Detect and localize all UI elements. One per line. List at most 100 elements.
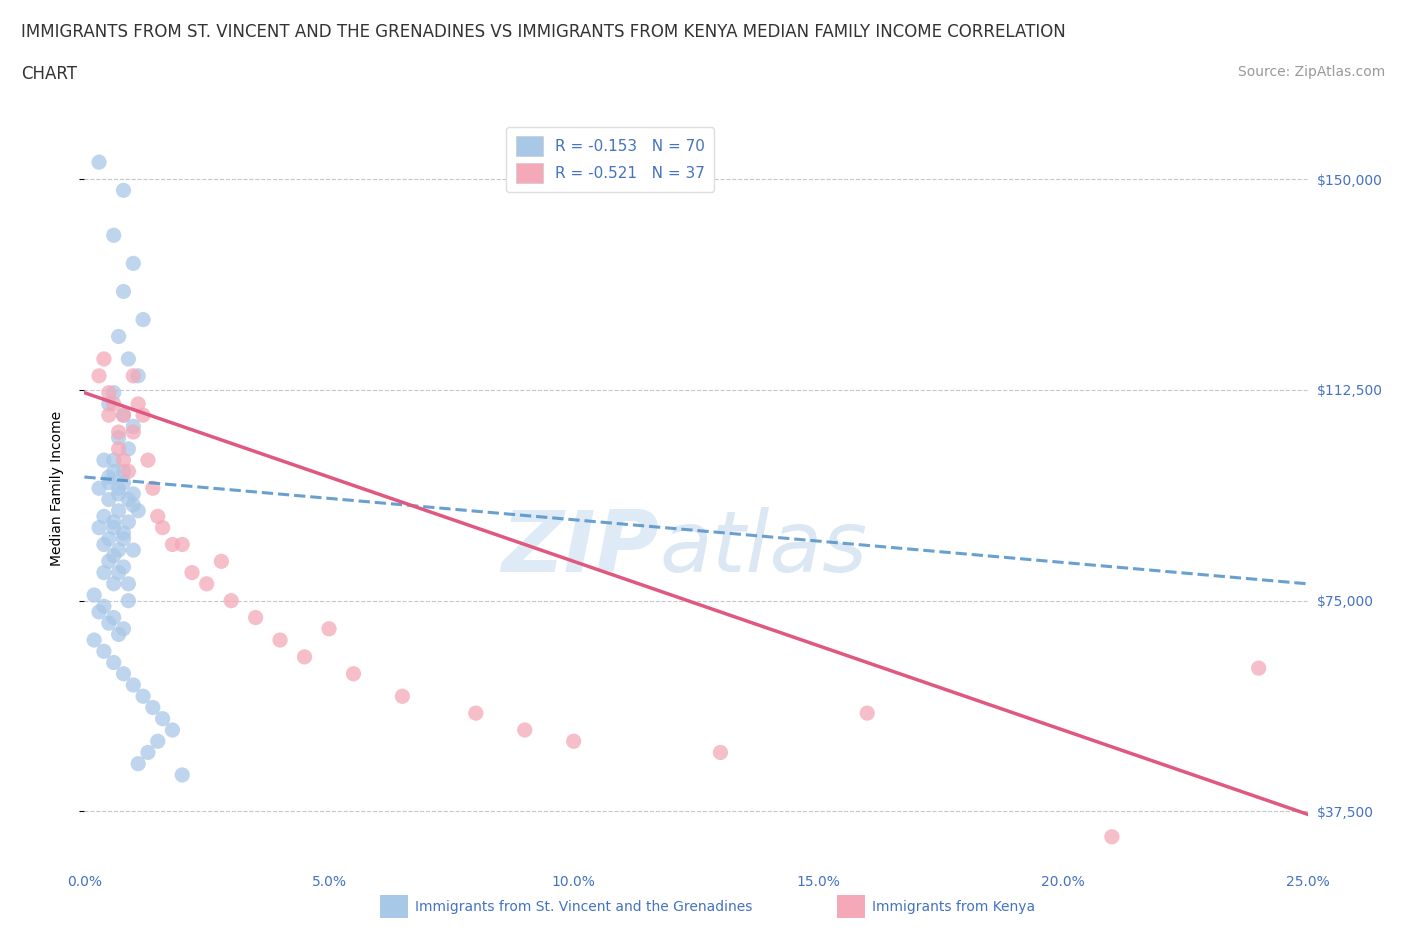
Point [245,610,267,625]
Point [122,368,145,383]
Point [122,419,145,434]
Point [112,284,135,299]
Point [112,407,135,422]
Point [146,734,169,749]
Point [87,154,110,169]
Point [93,644,115,658]
Point [152,711,174,726]
Point [117,577,139,591]
Point [122,425,145,440]
Point [112,666,135,681]
Point [107,425,129,440]
Point [107,442,129,457]
Point [136,745,159,760]
Point [112,407,135,422]
Point [562,734,585,749]
Point [181,565,204,580]
Point [117,442,139,457]
Point [127,368,149,383]
Point [103,453,125,468]
Point [97,531,120,546]
Point [107,565,129,580]
Point [117,352,139,366]
Point [122,542,145,557]
Point [107,503,129,518]
Point [195,577,218,591]
Point [97,616,120,631]
Point [93,537,115,551]
Point [142,700,165,715]
Point [97,470,120,485]
Text: Immigrants from Kenya: Immigrants from Kenya [872,899,1035,914]
Point [122,678,145,693]
Text: Immigrants from St. Vincent and the Grenadines: Immigrants from St. Vincent and the Gren… [415,899,752,914]
Point [342,666,364,681]
Legend: R = -0.153   N = 70, R = -0.521   N = 37: R = -0.153 N = 70, R = -0.521 N = 37 [506,126,714,192]
Point [93,453,115,468]
Point [146,509,169,524]
Point [122,498,145,512]
Point [97,407,120,422]
Point [112,525,135,540]
Point [107,486,129,501]
Point [112,560,135,575]
Point [142,481,165,496]
Point [93,352,115,366]
Point [117,593,139,608]
Point [127,756,149,771]
Point [103,549,125,564]
Point [152,520,174,535]
Point [132,312,155,327]
Point [83,632,105,647]
Point [127,503,149,518]
Point [112,621,135,636]
Point [97,554,120,569]
Point [103,610,125,625]
Point [103,655,125,670]
Text: CHART: CHART [21,65,77,83]
Point [107,431,129,445]
Point [97,396,120,411]
Point [269,632,291,647]
Point [117,492,139,507]
Point [122,256,145,271]
Point [162,537,184,551]
Point [103,228,125,243]
Point [136,453,159,468]
Point [209,554,232,569]
Point [513,723,536,737]
Point [127,396,149,411]
Point [87,368,110,383]
Point [103,385,125,400]
Point [83,588,105,603]
Point [132,689,155,704]
Point [103,514,125,529]
Point [97,385,120,400]
Point [117,514,139,529]
Point [87,604,110,619]
Point [1101,830,1123,844]
Point [103,520,125,535]
Y-axis label: Median Family Income: Median Family Income [49,411,63,565]
Point [112,453,135,468]
Point [172,537,194,551]
Point [112,464,135,479]
Point [103,396,125,411]
Point [97,475,120,490]
Point [97,492,120,507]
Point [93,509,115,524]
Point [709,745,731,760]
Point [112,475,135,490]
Point [391,689,413,704]
Point [112,531,135,546]
Point [103,577,125,591]
Point [87,481,110,496]
Point [1247,660,1270,675]
Text: atlas: atlas [659,507,868,590]
Text: ZIP: ZIP [502,507,659,590]
Text: IMMIGRANTS FROM ST. VINCENT AND THE GRENADINES VS IMMIGRANTS FROM KENYA MEDIAN F: IMMIGRANTS FROM ST. VINCENT AND THE GREN… [21,23,1066,41]
Point [132,407,155,422]
Point [107,627,129,642]
Point [318,621,340,636]
Point [464,706,486,721]
